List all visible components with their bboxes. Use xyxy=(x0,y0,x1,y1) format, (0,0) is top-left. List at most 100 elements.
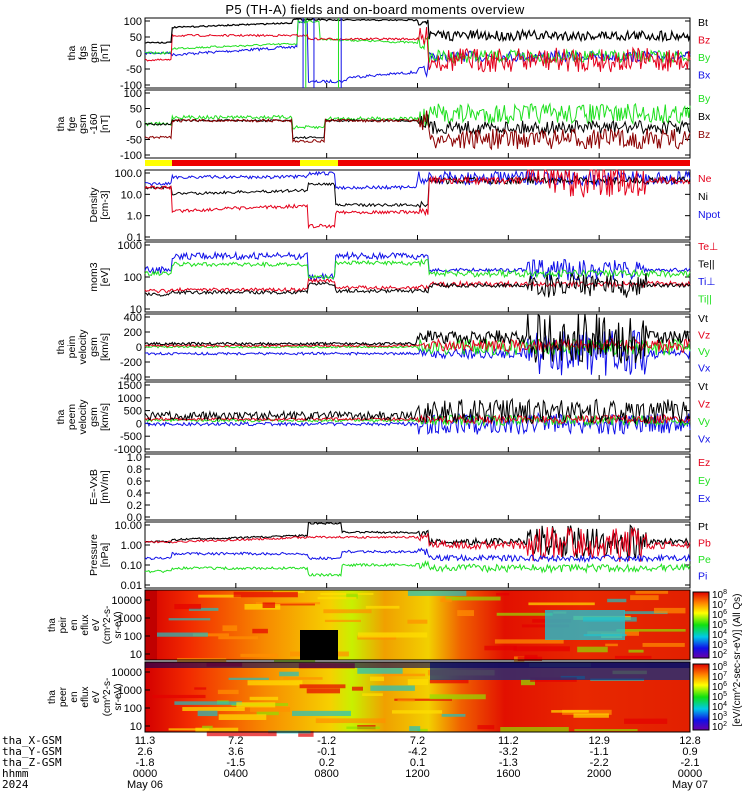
panel-frame xyxy=(144,661,691,733)
trace-fge-by xyxy=(144,102,691,130)
spectrogram-cell xyxy=(407,619,428,624)
y-tick-label: 0.01 xyxy=(121,580,142,592)
spectrogram-cell xyxy=(496,592,510,596)
y-axis-label: sr-eV) xyxy=(113,611,124,638)
legend-entry: Ex xyxy=(698,493,711,505)
time-hhmm: 1600 xyxy=(496,768,520,780)
time-z-gsm: -2.1 xyxy=(681,757,700,769)
time-x-gsm: 12.9 xyxy=(588,735,609,747)
y-tick-label: 0.6 xyxy=(127,476,142,488)
colorbar-label: [eV/(cm^2-sec-sr-eV)] (All Qs) xyxy=(732,593,743,726)
y-axis-label: velocity xyxy=(77,329,89,365)
spectrogram-cell xyxy=(392,710,443,714)
y-tick-label: -1000 xyxy=(114,444,142,456)
spectrogram-cell xyxy=(218,636,258,640)
trace-by xyxy=(144,19,691,65)
spectrogram-cell xyxy=(273,590,305,594)
colorbar-tick-exponent: 2 xyxy=(723,649,727,656)
y-tick-label: -400 xyxy=(120,372,142,384)
time-hhmm: 2000 xyxy=(587,768,611,780)
colorbar-tick-exponent: 4 xyxy=(723,629,727,636)
spectrogram-cell xyxy=(255,602,321,605)
spectrogram-cell xyxy=(382,673,426,677)
legend-entry: Ne xyxy=(698,173,712,185)
colorbar-tick-exponent: 3 xyxy=(723,711,727,718)
time-z-gsm: -1.8 xyxy=(136,757,155,769)
colorbar-tick-exponent: 6 xyxy=(723,681,727,688)
y-tick-label: 10000 xyxy=(111,595,142,607)
legend-entry: Bz xyxy=(698,129,710,141)
trace-peem-vy xyxy=(144,414,691,428)
y-tick-label: 1000 xyxy=(118,393,142,405)
spectrogram-cell xyxy=(365,605,400,609)
spectrogram-cell xyxy=(417,728,428,732)
region-bar-segment xyxy=(300,160,338,166)
y-axis-label: [nT] xyxy=(99,44,111,62)
spectrogram-cell xyxy=(357,667,403,674)
spectrogram-cell xyxy=(630,595,659,601)
spectrogram-cell xyxy=(283,677,323,680)
spectrogram-cell xyxy=(222,625,238,632)
legend-entry: Vt xyxy=(698,313,708,325)
trace-fge-bz xyxy=(144,110,691,151)
y-tick-label: 0 xyxy=(136,418,142,430)
y-axis-label: E=-VxB xyxy=(88,469,100,505)
y-axis-label: tha xyxy=(55,117,67,132)
y-tick-label: 0.0 xyxy=(127,512,142,524)
y-tick-label: -50 xyxy=(126,135,142,147)
trace-peim-vy xyxy=(144,338,691,357)
y-tick-label: 0 xyxy=(136,119,142,131)
time-x-gsm: 11.3 xyxy=(135,735,156,747)
spectrogram-cell xyxy=(315,718,386,724)
spectrogram-cell xyxy=(174,701,242,705)
legend-entry: Vt xyxy=(698,381,708,393)
trace-te-par xyxy=(144,272,691,298)
colorbar-tick-exponent: 7 xyxy=(723,671,727,678)
spectrogram-cell xyxy=(198,594,241,598)
spectrogram-cell xyxy=(145,662,690,668)
y-axis-label: peim xyxy=(66,335,78,358)
spectrogram-cell xyxy=(346,726,380,729)
spectrogram-cell xyxy=(249,696,279,701)
legend-entry: Vy xyxy=(698,346,711,358)
spectrogram-cell xyxy=(182,707,245,712)
y-axis-label: fge xyxy=(66,117,78,132)
spectrogram-cell xyxy=(457,610,475,617)
spectrogram-cell xyxy=(409,726,421,731)
spectrogram-cell xyxy=(252,628,268,634)
y-axis-label: peem xyxy=(66,404,78,431)
spectrogram-cell xyxy=(528,602,595,606)
spectrogram-cell xyxy=(218,714,267,720)
legend-entry: Bz xyxy=(698,35,710,47)
y-tick-label: 50 xyxy=(130,104,142,116)
spectrogram-cell xyxy=(494,639,564,644)
time-z-gsm: -2.2 xyxy=(590,757,609,769)
panel-frame xyxy=(144,17,691,89)
colorbar-tick-label: 102 xyxy=(712,649,727,661)
y-tick-label: 1500 xyxy=(118,380,142,392)
y-axis-label: Density xyxy=(88,187,100,223)
y-tick-label: 10.0 xyxy=(121,189,142,201)
colorbar-tick-exponent: 2 xyxy=(723,721,727,728)
y-tick-label: 500 xyxy=(124,406,142,418)
legend-entry: Bt xyxy=(698,17,708,29)
time-x-gsm: -1.2 xyxy=(317,735,336,747)
y-tick-label: 1.0 xyxy=(127,452,142,464)
y-tick-label: 100 xyxy=(124,703,142,715)
y-axis-label: gsm xyxy=(88,337,100,357)
y-axis-label: mom3 xyxy=(88,262,100,291)
y-tick-label: 10 xyxy=(130,721,142,733)
time-row-label: hhmm xyxy=(2,767,29,780)
spectrogram-cell xyxy=(500,726,569,733)
y-axis-label: tha xyxy=(55,340,67,355)
spectrogram-cell xyxy=(370,685,415,691)
y-tick-label: 100 xyxy=(124,631,142,643)
panel-frame xyxy=(144,589,691,661)
y-axis-label: tha xyxy=(66,46,78,61)
time-y-gsm: -0.1 xyxy=(317,746,336,758)
legend-entry: Pe xyxy=(698,554,711,566)
spectrogram-cell xyxy=(484,645,517,651)
time-z-gsm: -1.3 xyxy=(499,757,518,769)
spectrogram-cell xyxy=(429,694,486,700)
